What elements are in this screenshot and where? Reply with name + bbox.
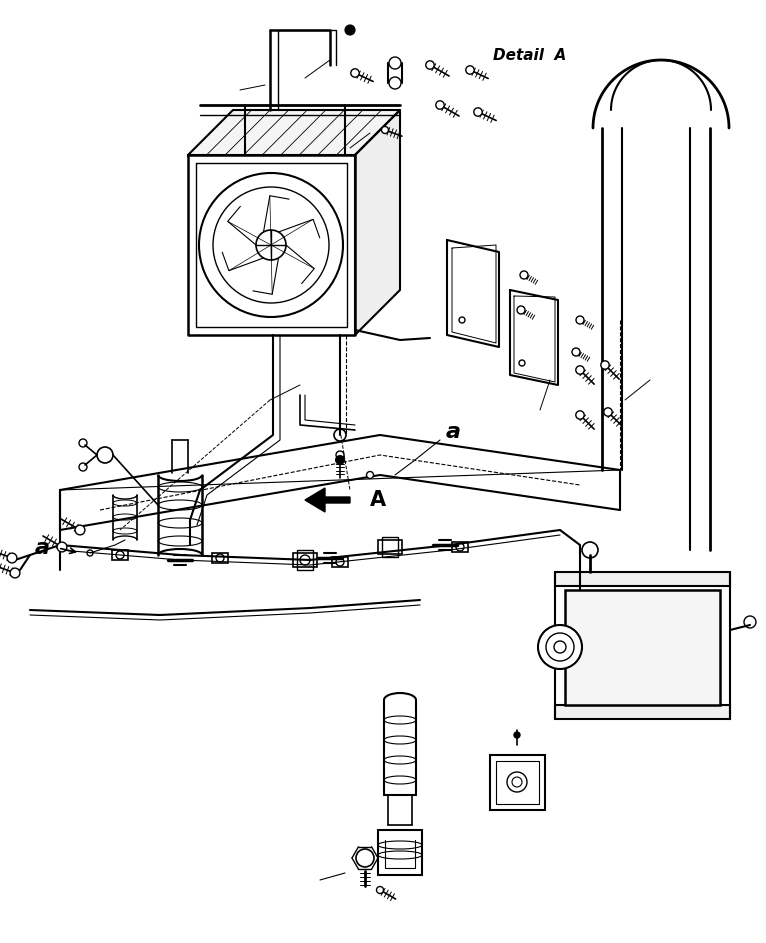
Circle shape bbox=[576, 366, 584, 374]
Circle shape bbox=[604, 407, 612, 416]
Bar bbox=[382, 537, 398, 557]
Circle shape bbox=[436, 101, 444, 109]
Text: Detail  A: Detail A bbox=[493, 47, 567, 62]
Bar bbox=[452, 542, 468, 552]
Bar bbox=[496, 761, 539, 804]
Circle shape bbox=[10, 568, 20, 578]
Circle shape bbox=[336, 456, 344, 464]
Circle shape bbox=[75, 525, 85, 535]
Circle shape bbox=[345, 25, 355, 35]
Circle shape bbox=[601, 361, 609, 370]
Bar bbox=[332, 557, 348, 567]
Circle shape bbox=[366, 472, 374, 478]
Bar bbox=[212, 553, 228, 563]
Circle shape bbox=[346, 26, 354, 34]
Circle shape bbox=[381, 126, 388, 134]
Circle shape bbox=[356, 849, 374, 867]
Circle shape bbox=[57, 542, 67, 552]
Circle shape bbox=[7, 554, 17, 563]
Bar bbox=[378, 540, 402, 554]
Bar bbox=[297, 550, 313, 570]
Bar bbox=[565, 590, 720, 705]
Polygon shape bbox=[305, 488, 350, 512]
Text: A: A bbox=[370, 490, 386, 510]
Bar bbox=[555, 705, 730, 719]
Polygon shape bbox=[188, 110, 400, 155]
Bar bbox=[293, 553, 317, 567]
Bar bbox=[555, 572, 730, 586]
Circle shape bbox=[426, 60, 434, 69]
Text: a: a bbox=[446, 422, 460, 442]
Polygon shape bbox=[355, 110, 400, 335]
Bar bbox=[112, 550, 128, 560]
Text: a: a bbox=[34, 538, 50, 558]
Circle shape bbox=[576, 411, 584, 420]
Circle shape bbox=[538, 625, 582, 669]
Circle shape bbox=[377, 886, 384, 894]
Circle shape bbox=[351, 69, 359, 77]
Circle shape bbox=[336, 455, 344, 464]
Circle shape bbox=[466, 66, 474, 74]
Bar bbox=[490, 755, 545, 810]
Circle shape bbox=[514, 732, 520, 738]
Circle shape bbox=[474, 108, 483, 116]
